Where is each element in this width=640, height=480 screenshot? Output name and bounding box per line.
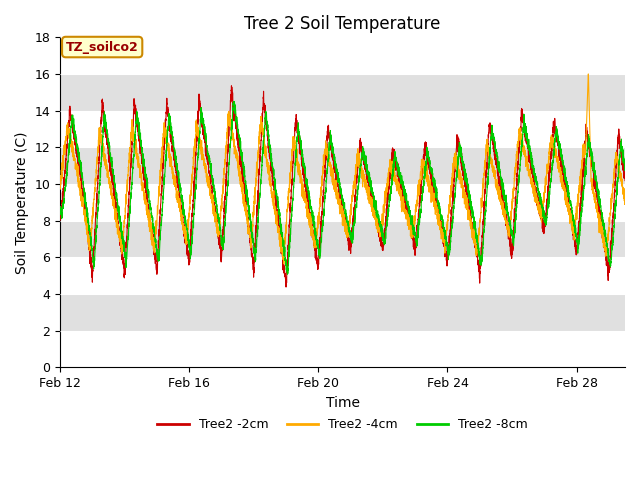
Title: Tree 2 Soil Temperature: Tree 2 Soil Temperature [244,15,441,33]
Legend: Tree2 -2cm, Tree2 -4cm, Tree2 -8cm: Tree2 -2cm, Tree2 -4cm, Tree2 -8cm [152,413,532,436]
X-axis label: Time: Time [326,396,360,409]
Bar [60,294,625,331]
Y-axis label: Soil Temperature (C): Soil Temperature (C) [15,131,29,274]
Bar [60,147,625,184]
Text: TZ_soilco2: TZ_soilco2 [66,40,138,54]
Bar [60,221,625,257]
Bar [60,74,625,111]
